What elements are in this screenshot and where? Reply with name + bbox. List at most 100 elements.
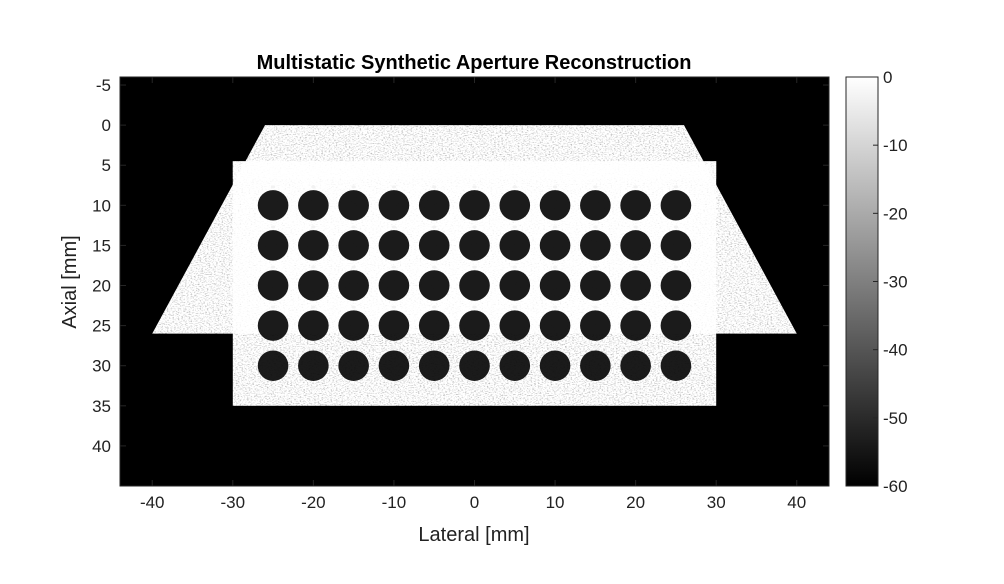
anechoic-hole (298, 230, 329, 261)
point-target (512, 185, 517, 189)
point-target (512, 265, 517, 269)
point-target (432, 265, 437, 269)
point-target (311, 345, 316, 349)
anechoic-hole (257, 310, 289, 341)
chart-title: Multistatic Synthetic Aperture Reconstru… (257, 52, 692, 74)
y-tick-label: -5 (96, 76, 111, 95)
anechoic-hole (257, 190, 289, 221)
x-tick-label: 10 (546, 493, 565, 512)
point-target (311, 265, 316, 269)
anechoic-hole (459, 190, 490, 221)
anechoic-hole (620, 230, 651, 261)
point-target (593, 225, 598, 229)
point-target (432, 185, 437, 189)
y-tick-label: 5 (102, 156, 111, 175)
x-tick-label: -30 (221, 493, 246, 512)
point-target (311, 185, 316, 189)
point-target (311, 385, 316, 389)
point-target (633, 185, 638, 189)
point-target (391, 225, 397, 229)
anechoic-hole (298, 350, 329, 381)
colorbar-gradient (845, 76, 879, 487)
anechoic-hole (418, 190, 450, 221)
anechoic-hole (620, 310, 651, 341)
point-target (673, 305, 679, 309)
point-target (633, 225, 638, 229)
anechoic-hole (580, 190, 611, 221)
point-target (270, 305, 276, 309)
anechoic-hole (338, 310, 369, 341)
point-target (472, 225, 477, 229)
anechoic-hole (660, 350, 692, 381)
point-target (270, 345, 276, 349)
anechoic-hole (257, 270, 289, 301)
anechoic-hole (257, 350, 289, 381)
point-target (432, 345, 437, 349)
anechoic-hole (418, 270, 450, 301)
anechoic-hole (459, 230, 490, 261)
x-tick-label: 30 (707, 493, 726, 512)
point-target (391, 305, 397, 309)
phantom-top-band (232, 161, 717, 179)
anechoic-hole (418, 350, 450, 381)
anechoic-hole (660, 230, 692, 261)
point-target (633, 345, 638, 349)
x-tick-label: 0 (470, 493, 479, 512)
colorbar-tick-label: -30 (883, 273, 908, 292)
anechoic-hole (539, 350, 571, 381)
anechoic-hole (298, 270, 329, 301)
point-target (512, 345, 517, 349)
point-target (270, 265, 276, 269)
anechoic-hole (539, 190, 571, 221)
point-target (552, 265, 558, 269)
anechoic-hole (418, 310, 450, 341)
anechoic-hole (499, 270, 531, 301)
point-target (270, 385, 276, 389)
anechoic-hole (378, 190, 410, 221)
point-target (512, 305, 517, 309)
anechoic-hole (378, 310, 410, 341)
anechoic-hole (539, 230, 571, 261)
anechoic-hole (539, 270, 571, 301)
point-target (391, 385, 397, 389)
colorbar-tick-label: 0 (883, 68, 892, 87)
y-tick-label: 0 (102, 116, 111, 135)
anechoic-hole (580, 350, 611, 381)
anechoic-hole (580, 230, 611, 261)
y-tick-label: 30 (92, 357, 111, 376)
anechoic-hole (660, 310, 692, 341)
point-target (593, 345, 598, 349)
anechoic-hole (580, 270, 611, 301)
point-target (633, 265, 638, 269)
anechoic-hole (338, 350, 369, 381)
point-target (351, 185, 356, 189)
colorbar-ticks: 0 -10 -20 -30 -40 -50 -60 (873, 68, 908, 496)
point-target (351, 385, 356, 389)
anechoic-hole (660, 190, 692, 221)
y-axis-label: Axial [mm] (59, 235, 81, 328)
x-tick-label: -20 (301, 493, 326, 512)
bmode-image (152, 125, 797, 406)
anechoic-hole (580, 310, 611, 341)
point-target (593, 305, 598, 309)
point-target (432, 225, 437, 229)
point-target (351, 265, 356, 269)
point-target (673, 385, 679, 389)
anechoic-hole (418, 230, 450, 261)
y-tick-label: 20 (92, 277, 111, 296)
colorbar-tick-label: -50 (883, 409, 908, 428)
x-tick-label: 20 (626, 493, 645, 512)
y-axis-ticks: -5 0 5 10 15 20 25 30 35 40 (92, 76, 829, 456)
point-target (673, 225, 679, 229)
anechoic-hole (620, 350, 651, 381)
anechoic-hole (660, 270, 692, 301)
colorbar: 0 -10 -20 -30 -40 -50 -60 (845, 68, 908, 496)
point-target (391, 185, 397, 189)
point-target (593, 185, 598, 189)
point-target (633, 385, 638, 389)
point-target (270, 185, 276, 189)
point-target (311, 225, 316, 229)
anechoic-hole (499, 190, 531, 221)
y-tick-label: 10 (92, 196, 111, 215)
